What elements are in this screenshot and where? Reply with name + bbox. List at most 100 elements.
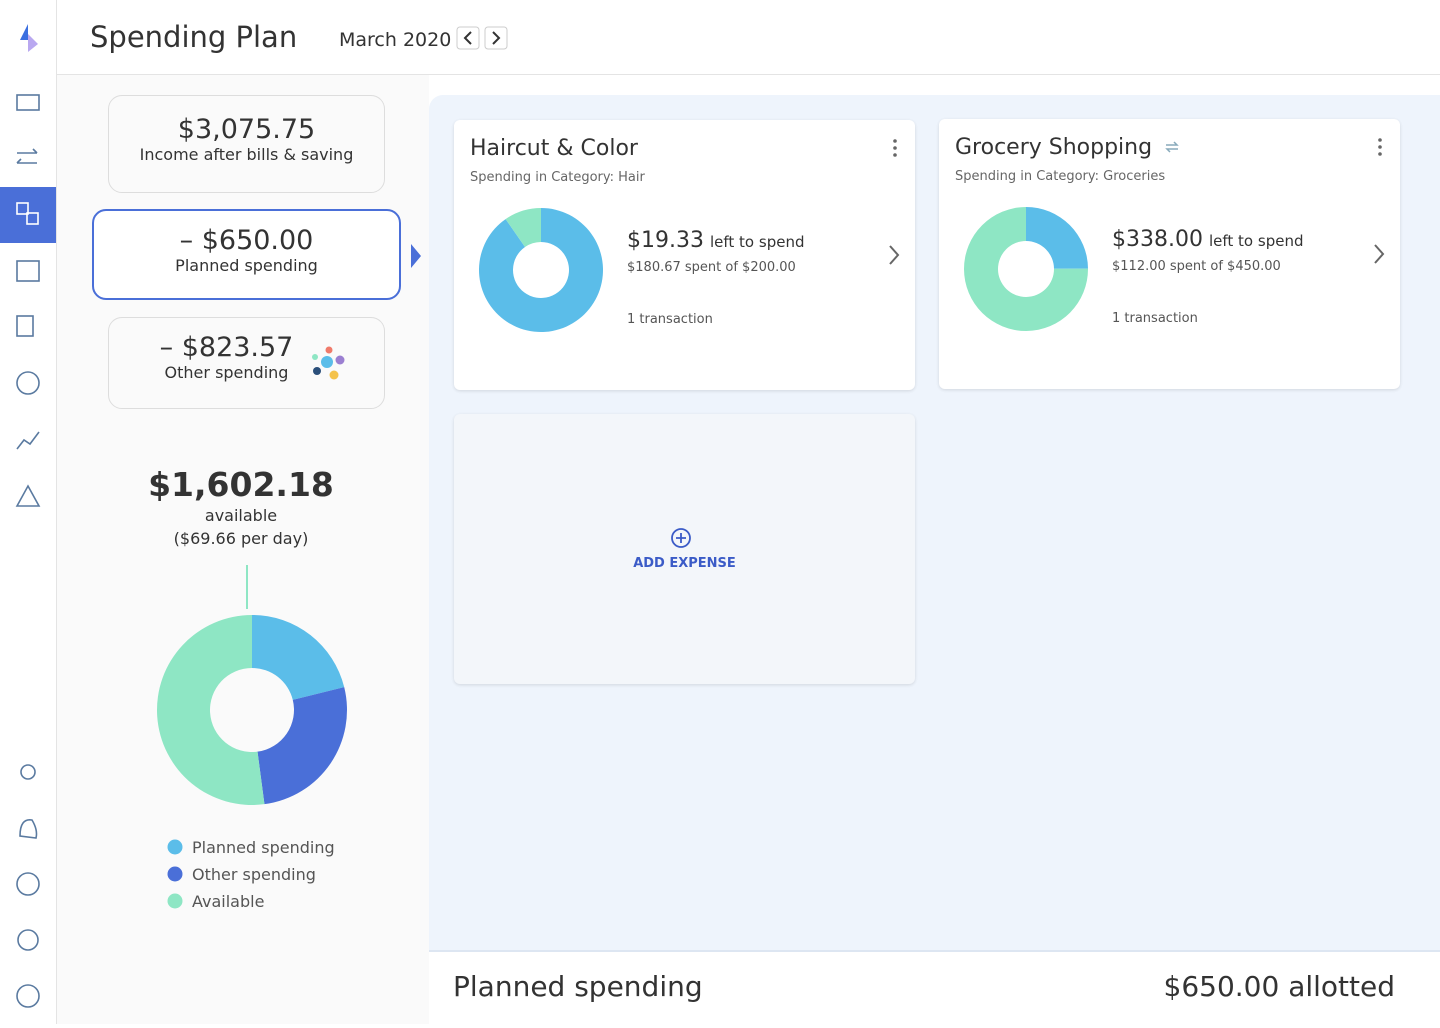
donut-slice	[257, 687, 347, 805]
add-icon	[671, 528, 691, 548]
footer-total: $650.00 allotted	[1163, 970, 1396, 1003]
menu-dot	[893, 153, 897, 157]
plan-icon	[26, 212, 39, 225]
income-box: $3,075.75 Income after bills & saving	[108, 95, 385, 193]
pie-icon[interactable]	[16, 371, 40, 395]
header: Spending Plan March 2020	[57, 0, 1440, 75]
legend-label: Planned spending	[192, 838, 335, 857]
legend-label: Other spending	[192, 865, 316, 884]
plus	[676, 533, 686, 543]
active-nav[interactable]	[0, 187, 56, 243]
menu-dot	[893, 146, 897, 150]
donut-slice	[479, 208, 603, 332]
legend-swatch	[167, 866, 183, 882]
card-donut	[479, 208, 603, 332]
donut-slice	[505, 208, 541, 248]
recurring-icon	[1165, 141, 1179, 153]
card-subtitle: Spending in Category: Hair	[470, 170, 645, 185]
add-expense-card[interactable]: ADD EXPENSE	[454, 414, 915, 684]
card-menu	[893, 139, 897, 157]
other-amount: – $823.57	[159, 332, 294, 363]
circle	[671, 528, 691, 548]
planned-label: Planned spending	[175, 256, 318, 275]
logo	[20, 24, 28, 40]
menu-dot	[1378, 152, 1382, 156]
budget-card[interactable]: Haircut & Color Spending in Category: Hai…	[454, 120, 915, 390]
other-label: Other spending	[164, 363, 289, 382]
add-expense-label: ADD EXPENSE	[633, 556, 736, 571]
prev-button[interactable]	[456, 26, 480, 50]
trend-icon[interactable]	[16, 431, 40, 450]
menu-dot	[1378, 138, 1382, 142]
sidebar-icons	[0, 24, 56, 1008]
available-label: available	[204, 506, 278, 525]
available-block: $1,602.18 available ($69.66 per day)	[57, 465, 425, 548]
transaction-count: 1 transaction	[1112, 311, 1198, 326]
dot	[335, 355, 345, 365]
left-amount: $338.00	[1112, 227, 1203, 252]
donut-slice	[157, 615, 265, 805]
card-title: Grocery Shopping	[955, 135, 1180, 160]
dot	[312, 354, 318, 360]
planned-box[interactable]: – $650.00 Planned spending	[92, 209, 401, 300]
budget-card[interactable]: Grocery Shopping Spending in Category: Gr…	[939, 119, 1400, 389]
icon	[1165, 141, 1179, 153]
selected-arrow	[411, 244, 421, 268]
donut-slice	[1026, 207, 1088, 269]
income-amount: $3,075.75	[177, 114, 316, 145]
per-day: ($69.66 per day)	[173, 529, 309, 548]
summary-donut: Planned spending Other spending Available	[157, 565, 347, 911]
available-amount: $1,602.18	[148, 465, 334, 504]
footer-title: Planned spending	[453, 970, 703, 1003]
donut-slice	[964, 207, 1088, 331]
legend-swatch	[167, 893, 183, 909]
footer: Planned spending $650.00 allotted	[429, 950, 1440, 1026]
card-arrow	[889, 245, 900, 265]
settings-icon[interactable]	[17, 929, 39, 951]
left-amount: $19.33	[627, 228, 704, 253]
month-nav	[456, 26, 508, 50]
spent-text: $180.67 spent of $200.00	[627, 260, 796, 275]
calendar-icon[interactable]	[16, 260, 40, 282]
dashboard-icon[interactable]	[16, 94, 40, 111]
dot	[325, 346, 333, 354]
income-label: Income after bills & saving	[139, 145, 354, 164]
donut-slice	[252, 615, 345, 700]
dot	[329, 370, 339, 380]
sidebar	[0, 0, 57, 1024]
transactions-icon[interactable]	[16, 148, 38, 164]
menu-dot	[1378, 145, 1382, 149]
left-text: left to spend	[709, 233, 805, 251]
chevron	[889, 245, 900, 265]
card-menu	[1378, 138, 1382, 156]
menu-dot	[893, 139, 897, 143]
card-subtitle: Spending in Category: Groceries	[955, 169, 1166, 184]
next-arrow	[492, 31, 501, 45]
transaction-count: 1 transaction	[627, 312, 713, 327]
account-icon[interactable]	[16, 984, 40, 1008]
left-to-spend: $338.00 left to spend	[1112, 227, 1303, 252]
arrow	[411, 244, 421, 268]
prev-arrow	[463, 31, 472, 45]
next-button[interactable]	[484, 26, 508, 50]
other-box[interactable]: – $823.57 Other spending	[108, 317, 385, 409]
spent-text: $112.00 spent of $450.00	[1112, 259, 1281, 274]
goals-icon[interactable]	[15, 484, 41, 507]
category-dots	[312, 346, 345, 380]
logo[interactable]	[28, 34, 38, 52]
bell-icon[interactable]	[19, 819, 38, 839]
left-text: left to spend	[1208, 232, 1304, 250]
help-icon[interactable]	[16, 872, 40, 896]
card-arrow	[1374, 244, 1385, 264]
card-title: Haircut & Color	[470, 136, 638, 161]
card-donut	[964, 207, 1088, 331]
month: March 2020	[339, 29, 452, 51]
plan-icon	[16, 202, 29, 215]
search-icon[interactable]	[16, 315, 34, 337]
page-title: Spending Plan	[90, 20, 298, 54]
refresh-icon[interactable]	[20, 764, 36, 780]
dot	[321, 356, 333, 368]
dot	[313, 367, 321, 375]
legend-label: Available	[192, 892, 264, 911]
